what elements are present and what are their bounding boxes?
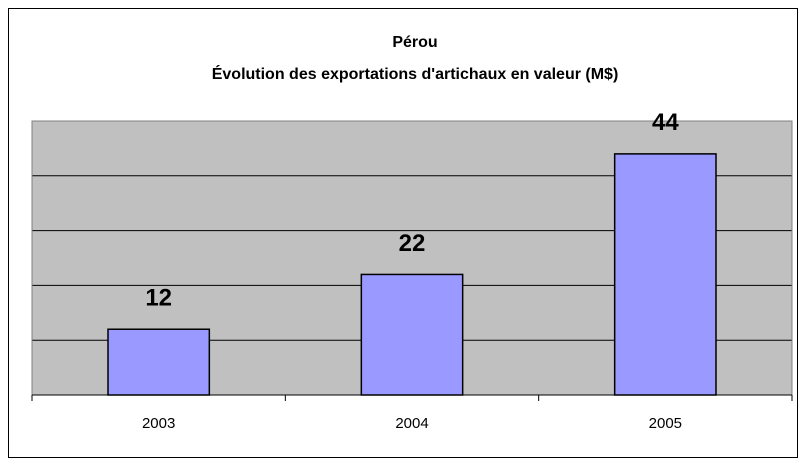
- data-label: 12: [145, 285, 172, 312]
- x-tick-label: 2005: [649, 415, 682, 432]
- bar: [360, 273, 464, 396]
- data-label: 22: [399, 230, 426, 257]
- x-tick-label: 2004: [395, 415, 428, 432]
- chart-title: Pérou: [392, 34, 437, 51]
- data-label: 44: [652, 109, 679, 136]
- x-tick-label: 2003: [142, 415, 175, 432]
- bar: [107, 328, 211, 396]
- chart-subtitle: Évolution des exportations d'artichaux e…: [212, 64, 619, 83]
- bar: [613, 153, 717, 396]
